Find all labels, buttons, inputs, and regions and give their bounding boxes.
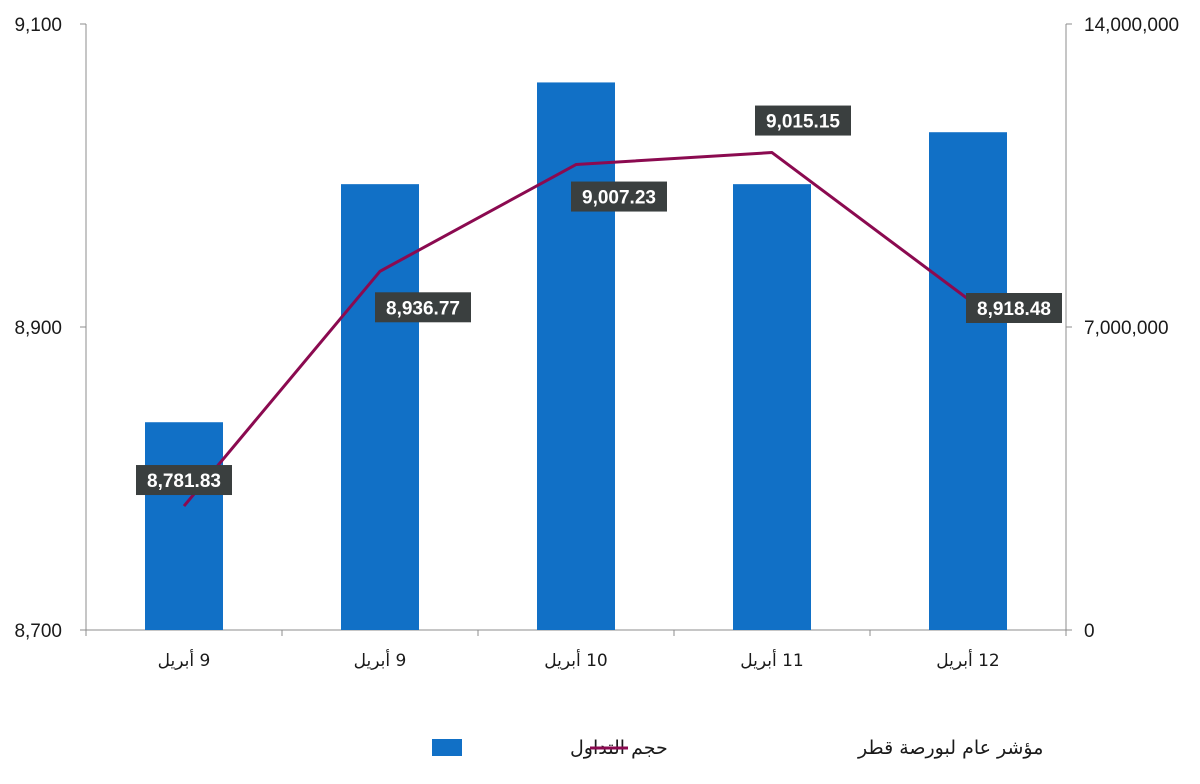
legend-line-label: مؤشر عام لبورصة قطر [857,737,1043,759]
bar [341,184,419,630]
data-label: 8,918.48 [977,299,1051,320]
data-label-box [755,105,851,136]
data-label: 9,007.23 [582,188,656,209]
right-tick-label: 14,000,000 [1084,15,1179,36]
axes: 8,700 8,900 9,100 0 7,000,000 14,000,000 9 أبر… [14,15,1179,671]
data-label: 8,781.83 [147,471,221,492]
data-label-box [966,293,1062,324]
data-label-box [571,181,667,212]
x-tick-label: 11 أبريل [740,649,804,671]
data-labels: 8,781.83 8,936.77 9,007.23 9,015.15 8,918.48 [136,105,1062,496]
data-label: 8,936.77 [386,298,460,319]
x-tick-label: 10 أبريل [544,649,608,671]
legend: حجم التداول مؤشر عام لبورصة قطر [432,737,1043,759]
right-tick-label: 0 [1084,621,1095,642]
left-tick-label: 9,100 [14,15,62,36]
x-tick-label: 12 أبريل [936,649,1000,671]
legend-bar-swatch [432,739,462,756]
data-label: 9,015.15 [766,112,840,133]
bars [145,82,1007,630]
x-tick-label: 9 أبريل [158,649,211,671]
x-tick-label: 9 أبريل [354,649,407,671]
bar [733,184,811,630]
left-tick-label: 8,700 [14,621,62,642]
index-line [182,151,969,507]
right-tick-label: 7,000,000 [1084,318,1169,339]
bar [929,132,1007,630]
data-label-box [375,292,471,323]
bar [145,422,223,630]
line-series [182,151,969,507]
data-label-box [136,465,232,496]
left-tick-label: 8,900 [14,318,62,339]
bar [537,82,615,630]
